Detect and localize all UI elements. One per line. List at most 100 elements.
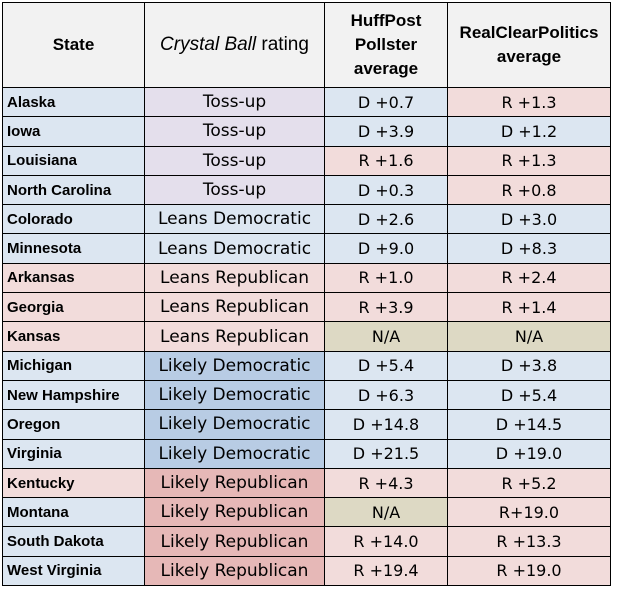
- rating-cell: Toss-up: [144, 174, 325, 206]
- rating-cell: Leans Republican: [144, 292, 325, 323]
- huffpost-cell: D +2.6: [324, 204, 448, 235]
- header-rcp: RealClearPolitics average: [447, 2, 611, 88]
- huffpost-cell: D +21.5: [324, 438, 448, 469]
- table-row: Alaska Toss-up D +0.7 R +1.3: [2, 86, 611, 118]
- huffpost-cell: R +4.3: [324, 467, 448, 499]
- huffpost-cell: D +0.3: [324, 174, 448, 206]
- state-cell: Kentucky: [2, 467, 145, 499]
- rating-cell: Likely Republican: [144, 526, 325, 557]
- huffpost-cell: D +14.8: [324, 409, 448, 440]
- header-state: State: [2, 2, 145, 88]
- state-cell: Montana: [2, 497, 145, 528]
- table-row: Iowa Toss-up D +3.9 D +1.2: [2, 116, 611, 147]
- table-row: Colorado Leans Democratic D +2.6 D +3.0: [2, 204, 611, 235]
- rcp-cell: D +14.5: [447, 409, 611, 440]
- header-huffpost: HuffPost Pollster average: [324, 2, 448, 88]
- table-row: Kansas Leans Republican N/A N/A: [2, 321, 611, 352]
- rating-cell: Leans Democratic: [144, 204, 325, 235]
- header-rcp-line-2: average: [496, 47, 562, 66]
- rcp-cell: R +5.2: [447, 467, 611, 499]
- header-rating-rest: rating: [256, 34, 309, 55]
- state-cell: Colorado: [2, 204, 145, 235]
- huffpost-cell: R +19.4: [324, 555, 448, 587]
- rating-cell: Likely Republican: [144, 555, 325, 587]
- state-cell: South Dakota: [2, 526, 145, 557]
- huffpost-cell: D +5.4: [324, 350, 448, 381]
- state-cell: West Virginia: [2, 555, 145, 587]
- state-cell: Kansas: [2, 321, 145, 352]
- table-row: South Dakota Likely Republican R +14.0 R +1…: [2, 526, 611, 557]
- state-cell: Louisiana: [2, 145, 145, 176]
- state-cell: New Hampshire: [2, 379, 145, 411]
- rcp-cell: R +13.3: [447, 526, 611, 557]
- ratings-table: State Crystal Ball rating HuffPost Polls…: [2, 2, 611, 587]
- rcp-cell: N/A: [447, 321, 611, 352]
- table-body: Alaska Toss-up D +0.7 R +1.3 Iowa Toss-up D +3…: [2, 86, 611, 587]
- state-cell: Iowa: [2, 116, 145, 147]
- table-row: Minnesota Leans Democratic D +9.0 D +8.3: [2, 233, 611, 264]
- rating-cell: Toss-up: [144, 116, 325, 147]
- header-row: State Crystal Ball rating HuffPost Polls…: [2, 2, 611, 88]
- table-row: Georgia Leans Republican R +3.9 R +1.4: [2, 292, 611, 323]
- table-row: Louisiana Toss-up R +1.6 R +1.3: [2, 145, 611, 176]
- huffpost-cell: N/A: [324, 321, 448, 352]
- header-rcp-line-1: RealClearPolitics: [459, 23, 599, 42]
- rating-cell: Likely Democratic: [144, 409, 325, 440]
- rating-cell: Likely Democratic: [144, 438, 325, 469]
- rcp-cell: R+19.0: [447, 497, 611, 528]
- rating-cell: Leans Republican: [144, 321, 325, 352]
- rating-cell: Toss-up: [144, 145, 325, 176]
- huffpost-cell: D +0.7: [324, 86, 448, 118]
- table-row: Arkansas Leans Republican R +1.0 R +2.4: [2, 262, 611, 294]
- rating-cell: Likely Democratic: [144, 350, 325, 381]
- huffpost-cell: N/A: [324, 497, 448, 528]
- rcp-cell: D +3.8: [447, 350, 611, 381]
- rcp-cell: R +19.0: [447, 555, 611, 587]
- state-cell: Virginia: [2, 438, 145, 469]
- rcp-cell: D +8.3: [447, 233, 611, 264]
- state-cell: North Carolina: [2, 174, 145, 206]
- state-cell: Arkansas: [2, 262, 145, 294]
- table-row: Virginia Likely Democratic D +21.5 D +19.0: [2, 438, 611, 469]
- table-row: New Hampshire Likely Democratic D +6.3 D +5…: [2, 379, 611, 411]
- table-row: West Virginia Likely Republican R +19.4 R +…: [2, 555, 611, 587]
- rating-cell: Leans Democratic: [144, 233, 325, 264]
- huffpost-cell: R +3.9: [324, 292, 448, 323]
- header-huffpost-line-3: average: [353, 59, 419, 78]
- table-row: Michigan Likely Democratic D +5.4 D +3.8: [2, 350, 611, 381]
- header-rating-italic: Crystal Ball: [160, 34, 257, 55]
- header-huffpost-line-2: Pollster: [354, 35, 418, 54]
- rcp-cell: R +2.4: [447, 262, 611, 294]
- rcp-cell: D +5.4: [447, 379, 611, 411]
- rating-cell: Leans Republican: [144, 262, 325, 294]
- header-rating: Crystal Ball rating: [144, 2, 325, 88]
- header-state-label: State: [52, 35, 95, 54]
- rating-cell: Likely Republican: [144, 467, 325, 499]
- rcp-cell: R +1.4: [447, 292, 611, 323]
- huffpost-cell: R +1.0: [324, 262, 448, 294]
- state-cell: Georgia: [2, 292, 145, 323]
- header-huffpost-line-1: HuffPost: [350, 11, 422, 30]
- state-cell: Michigan: [2, 350, 145, 381]
- huffpost-cell: R +1.6: [324, 145, 448, 176]
- rcp-cell: D +19.0: [447, 438, 611, 469]
- huffpost-cell: R +14.0: [324, 526, 448, 557]
- rating-cell: Toss-up: [144, 86, 325, 118]
- rcp-cell: R +0.8: [447, 174, 611, 206]
- table-row: North Carolina Toss-up D +0.3 R +0.8: [2, 174, 611, 206]
- huffpost-cell: D +9.0: [324, 233, 448, 264]
- state-cell: Alaska: [2, 86, 145, 118]
- rating-cell: Likely Democratic: [144, 379, 325, 411]
- rating-cell: Likely Republican: [144, 497, 325, 528]
- rcp-cell: D +1.2: [447, 116, 611, 147]
- state-cell: Oregon: [2, 409, 145, 440]
- table-row: Montana Likely Republican N/A R+19.0: [2, 497, 611, 528]
- huffpost-cell: D +3.9: [324, 116, 448, 147]
- rcp-cell: R +1.3: [447, 145, 611, 176]
- table-row: Kentucky Likely Republican R +4.3 R +5.2: [2, 467, 611, 499]
- rcp-cell: R +1.3: [447, 86, 611, 118]
- huffpost-cell: D +6.3: [324, 379, 448, 411]
- state-cell: Minnesota: [2, 233, 145, 264]
- table-row: Oregon Likely Democratic D +14.8 D +14.5: [2, 409, 611, 440]
- rcp-cell: D +3.0: [447, 204, 611, 235]
